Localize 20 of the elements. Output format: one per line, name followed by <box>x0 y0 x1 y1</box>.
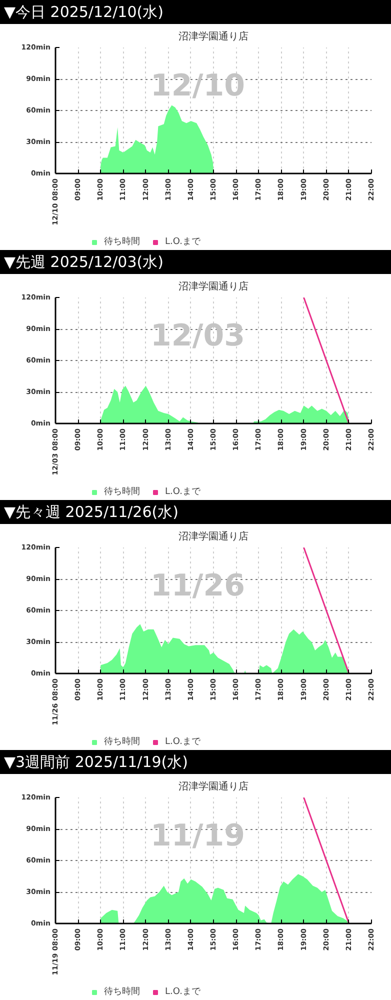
legend-label: L.O.まで <box>165 986 200 998</box>
chart-title: ▼先々週 2025/11/26(水) <box>4 502 178 523</box>
annotation: 11/19 <box>150 818 245 854</box>
chart-title: ▼今日 2025/12/10(水) <box>4 2 164 23</box>
legend-label: 待ち時間 <box>104 486 140 498</box>
chart-subtitle: 沼津学園通り店 <box>178 780 248 792</box>
chart-subtitle: 沼津学園通り店 <box>178 280 248 292</box>
chart-title: ▼先週 2025/12/03(水) <box>4 252 164 273</box>
legend-label: 待ち時間 <box>104 986 140 998</box>
legend-label: L.O.まで <box>165 236 200 248</box>
chart-title: ▼3週間前 2025/11/19(水) <box>4 752 188 773</box>
legend-label: 待ち時間 <box>104 236 140 248</box>
annotation: 12/10 <box>150 68 245 104</box>
annotation: 11/26 <box>150 568 245 604</box>
legend-label: L.O.まで <box>165 736 200 748</box>
legend-label: 待ち時間 <box>104 736 140 748</box>
legend-label: L.O.まで <box>165 486 200 498</box>
annotation: 12/03 <box>150 318 245 354</box>
chart-subtitle: 沼津学園通り店 <box>178 30 248 42</box>
chart-subtitle: 沼津学園通り店 <box>178 530 248 542</box>
